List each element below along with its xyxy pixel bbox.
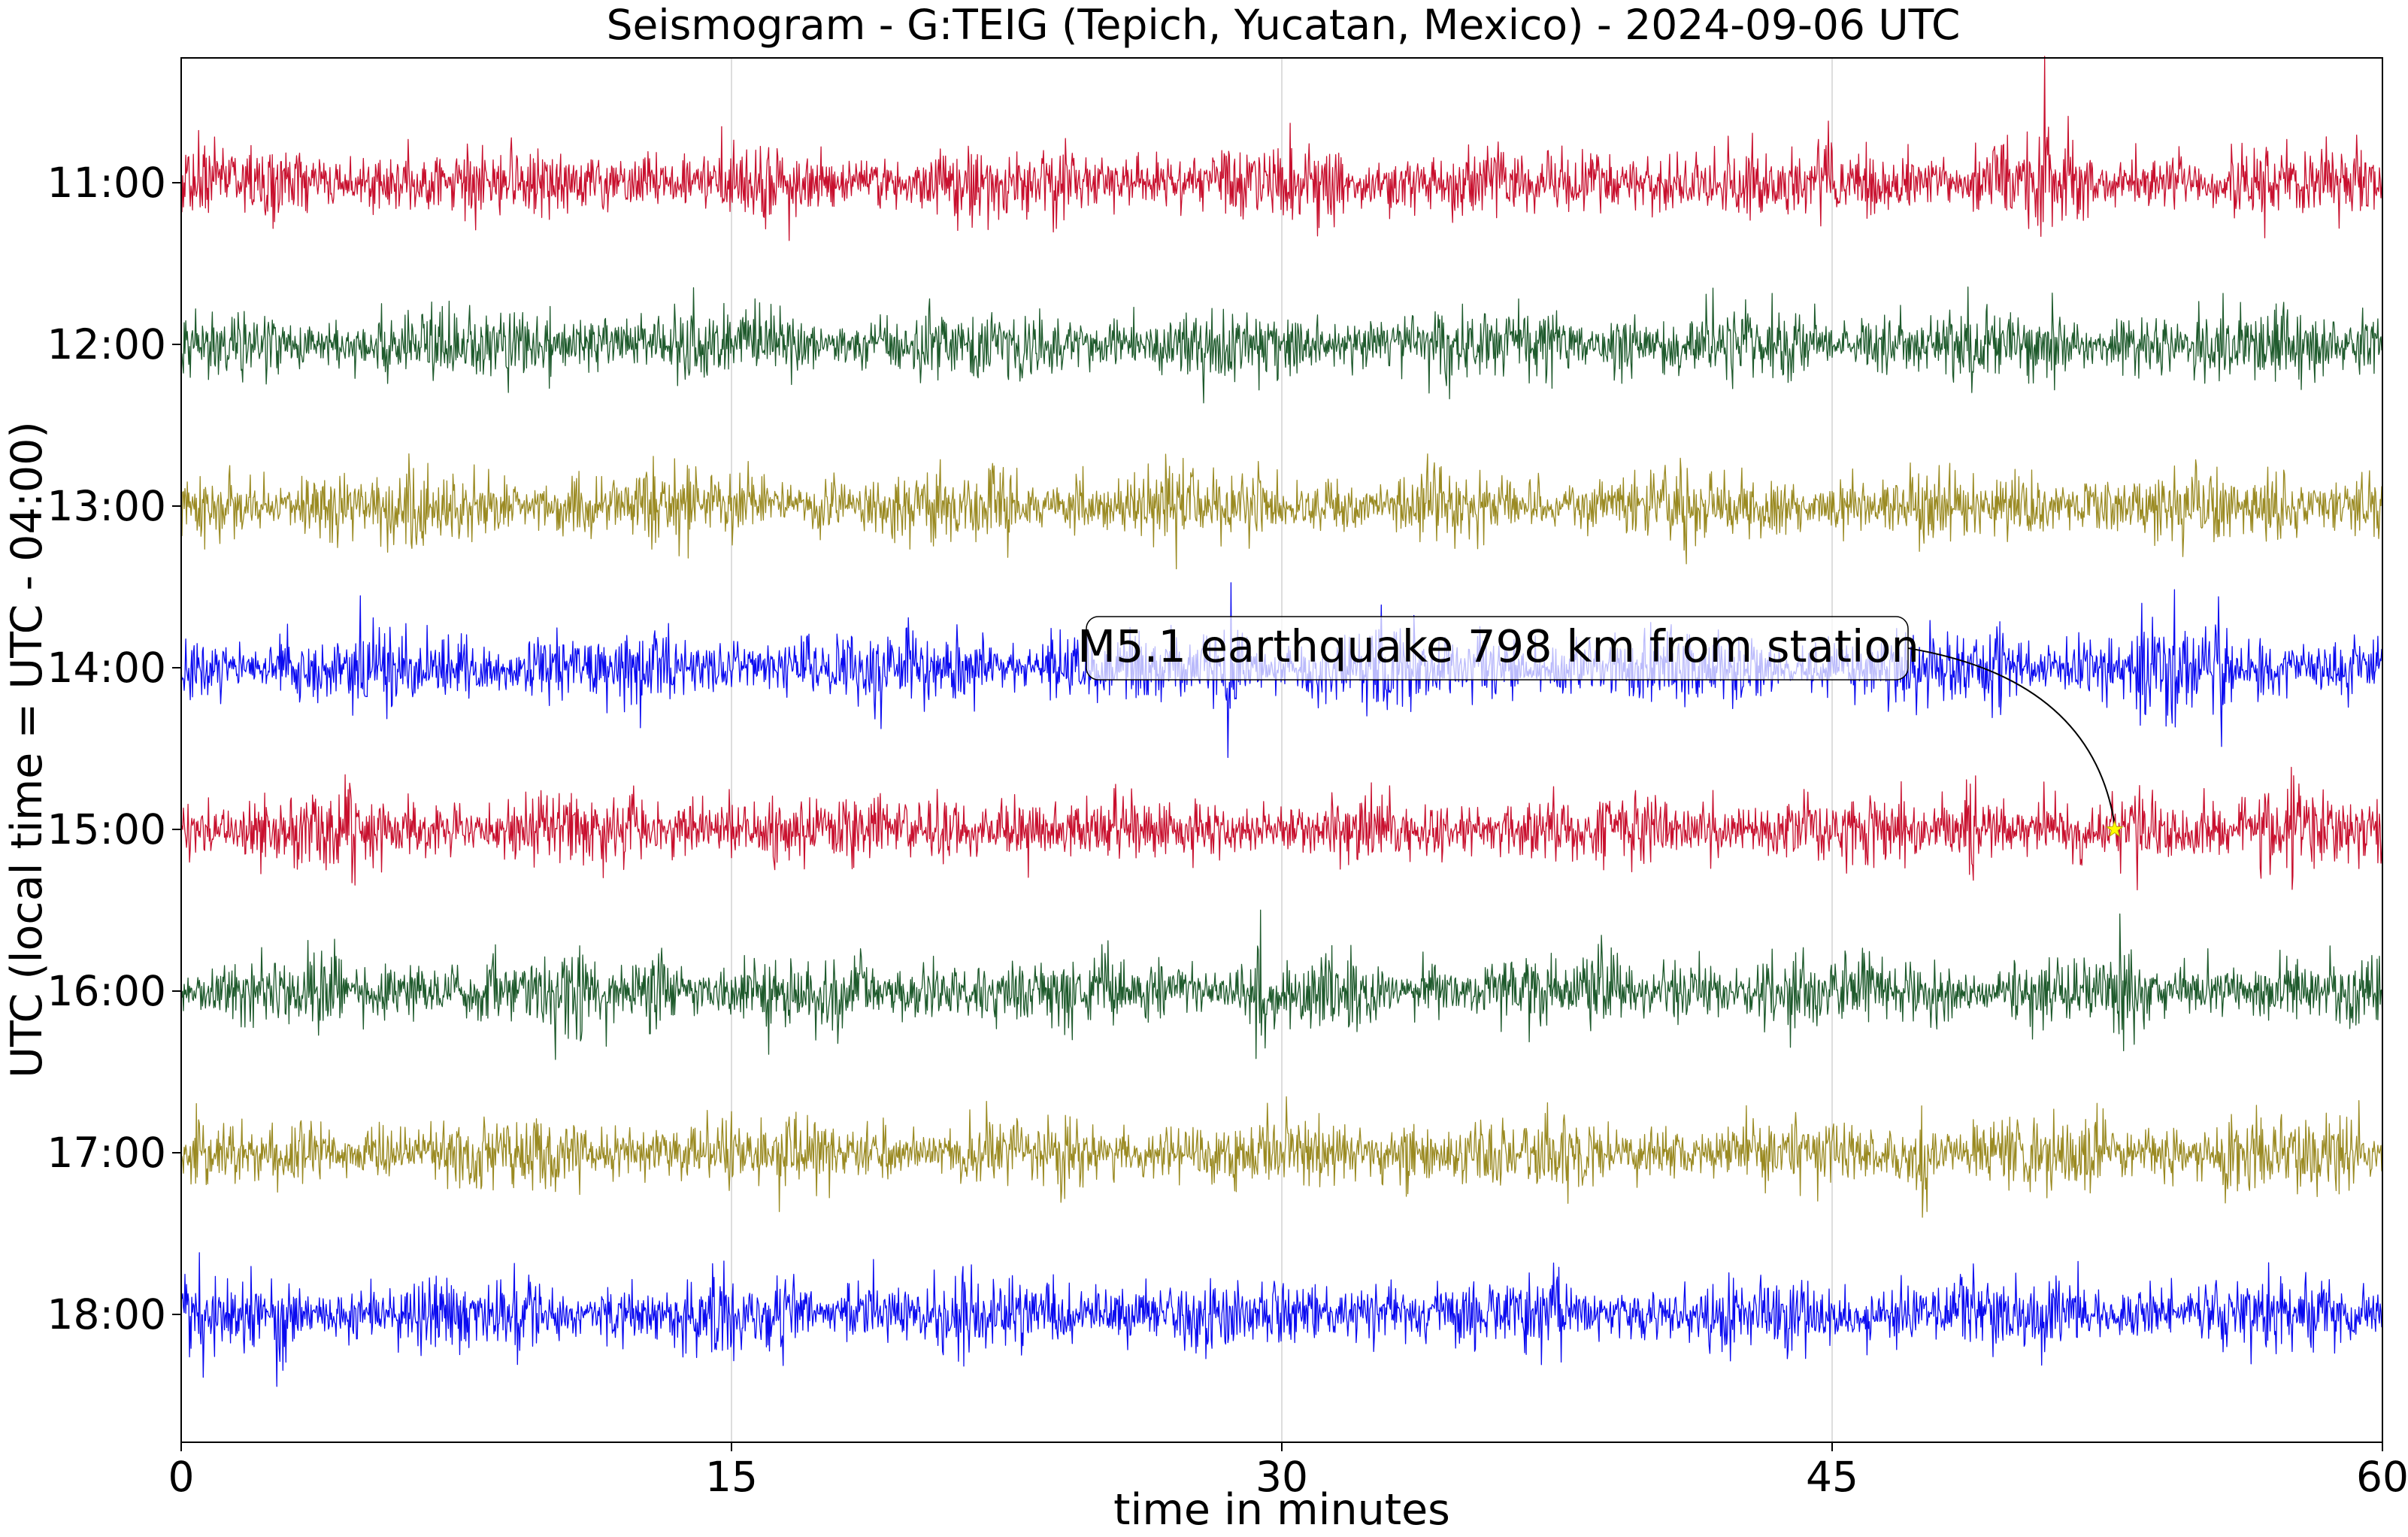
x-axis-label: time in minutes (1113, 1485, 1450, 1535)
trace-1800 (180, 1252, 2383, 1387)
earthquake-annotation: M5.1 earthquake 798 km from station (1077, 616, 2124, 838)
annotation-box (1086, 616, 1909, 681)
earthquake-star-icon (2105, 820, 2124, 838)
trace-1200 (180, 286, 2383, 404)
y-tick-label: 16:00 (47, 967, 166, 1015)
y-tick-label: 15:00 (47, 805, 166, 853)
trace-1700 (180, 1096, 2383, 1218)
trace-1500 (180, 766, 2383, 891)
trace-1300 (180, 453, 2383, 570)
annotation-connector (1907, 647, 2116, 826)
chart-title: Seismogram - G:TEIG (Tepich, Yucatan, Me… (607, 1, 1961, 49)
y-axis-label: UTC (local time = UTC - 04:00) (2, 421, 52, 1078)
y-tick-label: 17:00 (47, 1129, 166, 1177)
y-tick-label: 18:00 (47, 1290, 166, 1338)
trace-series (180, 56, 2383, 1387)
trace-1600 (180, 909, 2383, 1060)
x-tick-label: 15 (705, 1453, 758, 1501)
trace-1100 (180, 56, 2383, 241)
y-tick-label: 12:00 (47, 320, 166, 368)
x-tick-label: 45 (1806, 1453, 1858, 1501)
x-tick-label: 60 (2356, 1453, 2408, 1501)
x-tick-label: 30 (1255, 1453, 1308, 1501)
y-axis-ticks: 11:00 12:00 13:00 14:00 15:00 16:00 17:00 18:00 (47, 159, 181, 1338)
x-tick-label: 0 (168, 1453, 195, 1501)
x-axis-ticks: 0 15 30 45 60 (168, 1442, 2408, 1501)
y-tick-label: 14:00 (47, 644, 166, 692)
annotation-text: M5.1 earthquake 798 km from station (1077, 620, 1919, 672)
grid-lines (731, 58, 1833, 1442)
y-tick-label: 13:00 (47, 482, 166, 530)
y-tick-label: 11:00 (47, 159, 166, 207)
